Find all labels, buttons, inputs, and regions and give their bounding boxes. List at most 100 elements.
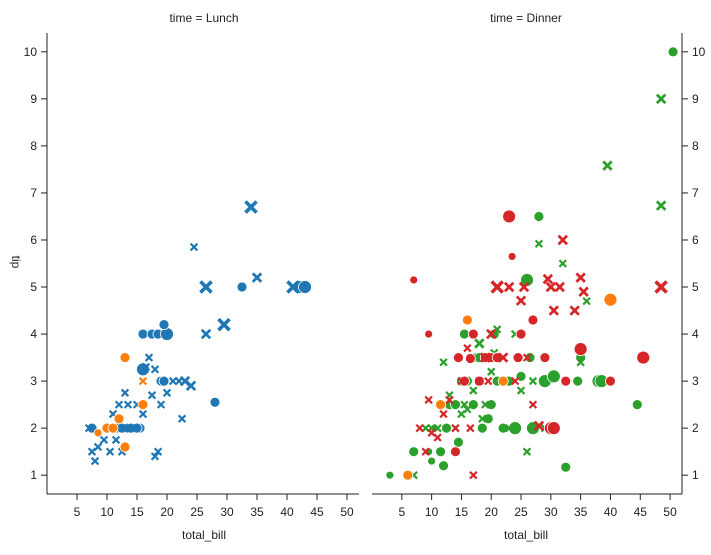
left-y-tick-label: 5	[30, 280, 37, 294]
right-x-tick: 15	[455, 494, 468, 519]
left-x-tick-label: 35	[250, 505, 264, 519]
dinner-green-circle-point	[524, 352, 536, 363]
lunch-blue-x-point	[147, 391, 157, 400]
dinner-red-circle-point	[424, 329, 434, 339]
left-x-tick-label: 25	[190, 505, 204, 519]
dinner-red-circle-point	[527, 314, 539, 326]
panel-title-dinner: time = Dinner	[490, 11, 562, 25]
left-x-tick: 5	[74, 494, 81, 519]
left-x-tick-label: 20	[160, 505, 174, 519]
lunch-blue-x-point	[111, 435, 121, 445]
dinner-red-x-point	[445, 395, 454, 405]
dinner-red-x-point	[415, 423, 424, 433]
dinner-red-x-point	[545, 281, 557, 293]
left-y-tick: 8	[30, 139, 47, 153]
lunch-blue-x-point	[126, 423, 136, 433]
left-y-tick-label: 8	[30, 139, 37, 153]
lunch-blue-x-point	[144, 353, 154, 362]
lunch-blue-x-point	[217, 317, 231, 332]
dinner-green-x-point	[504, 423, 514, 433]
left-y-tick-label: 1	[30, 468, 37, 482]
lunch-orange-circle-point	[107, 422, 119, 434]
left-x-tick: 50	[340, 494, 354, 519]
dinner-green-circle-point	[408, 446, 420, 458]
dinner-green-x-point	[474, 338, 485, 349]
left-x-tick: 10	[100, 494, 114, 519]
right-y-tick: 5	[682, 280, 699, 294]
lunch-blue-x-point	[185, 380, 197, 392]
lunch-blue-x-point	[120, 388, 130, 398]
dinner-red-x-point	[463, 343, 472, 353]
left-x-tick: 40	[280, 494, 294, 519]
right-y-tick-label: 10	[692, 45, 706, 59]
dinner-red-x-point	[490, 280, 504, 294]
lunch-blue-x-point	[150, 452, 160, 461]
left-y-tick-label: 3	[30, 374, 37, 388]
right-x-tick: 20	[485, 494, 498, 519]
right-y-tick: 9	[682, 92, 699, 106]
dinner-red-x-point	[578, 286, 589, 297]
left-y-tick-label: 2	[30, 421, 37, 435]
dinner-red-circle-point	[605, 375, 616, 387]
dinner-red-x-point	[484, 376, 493, 386]
right-y-tick-label: 1	[692, 468, 699, 482]
lunch-blue-circle-point	[236, 281, 248, 293]
dinner-orange-circle-point	[402, 469, 414, 481]
dinner-red-x-point	[522, 353, 532, 362]
lunch-blue-x-point	[141, 362, 151, 372]
lunch-blue-x-point	[138, 409, 148, 419]
right-x-tick: 35	[574, 494, 588, 519]
dinner-red-x-point	[486, 328, 497, 340]
dinner-red-circle-point	[464, 353, 476, 364]
right-y-tick-label: 4	[692, 327, 699, 341]
dinner-green-x-point	[655, 200, 667, 211]
left-x-axis: 5 10 15 20 25 30 35 40 45 50 total_bill	[47, 493, 359, 542]
dinner-green-circle-point	[427, 456, 437, 466]
right-y-tick-label: 7	[692, 186, 699, 200]
right-points	[385, 46, 679, 481]
lunch-blue-x-point	[156, 400, 166, 409]
right-x-tick: 25	[514, 494, 528, 519]
right-x-tick: 45	[634, 494, 647, 519]
lunch-blue-x-point	[199, 280, 213, 294]
dinner-red-x-point	[569, 305, 580, 316]
dinner-green-x-point	[522, 447, 532, 456]
dinner-red-x-point	[557, 234, 568, 246]
lunch-orange-circle-point	[93, 428, 103, 438]
dinner-green-x-point	[655, 93, 667, 105]
dinner-red-x-point	[451, 423, 460, 433]
left-y-tick: 10	[24, 45, 47, 59]
left-x-tick-label: 5	[74, 505, 81, 519]
lunch-orange-circle-point	[113, 413, 125, 425]
dinner-red-x-point	[469, 471, 478, 480]
dinner-green-circle-point	[435, 446, 446, 458]
dinner-green-x-point	[576, 358, 585, 367]
dinner-red-x-point	[503, 281, 515, 293]
left-y-tick: 5	[30, 280, 47, 294]
lunch-blue-x-point	[84, 423, 94, 433]
dinner-green-circle-point	[520, 273, 534, 287]
dinner-red-x-point	[528, 400, 538, 409]
dinner-red-x-point	[510, 376, 520, 386]
right-x-tick-label: 30	[544, 505, 558, 519]
left-y-axis: 1 2 3 4 5 6 7 8 9 10 tip	[9, 33, 48, 494]
dinner-red-x-point	[480, 352, 491, 363]
dinner-green-circle-point	[438, 460, 449, 472]
left-y-ticks: 1 2 3 4 5 6 7 8 9 10	[24, 45, 47, 482]
lunch-blue-x-point	[177, 414, 187, 423]
dinner-green-x-point	[602, 160, 613, 171]
left-y-tick: 2	[30, 421, 47, 435]
lunch-blue-x-point	[286, 280, 300, 294]
left-x-tick-label: 10	[100, 505, 114, 519]
lunch-blue-circle-point	[137, 328, 149, 340]
right-y-tick-label: 5	[692, 280, 699, 294]
right-y-tick-label: 8	[692, 139, 699, 153]
dinner-red-circle-point	[467, 328, 479, 340]
panel-title-lunch: time = Lunch	[169, 11, 238, 25]
dinner-green-x-point	[516, 386, 526, 395]
dinner-red-x-point	[575, 272, 586, 283]
dinner-green-x-point	[528, 376, 538, 386]
right-y-tick: 10	[682, 45, 706, 59]
